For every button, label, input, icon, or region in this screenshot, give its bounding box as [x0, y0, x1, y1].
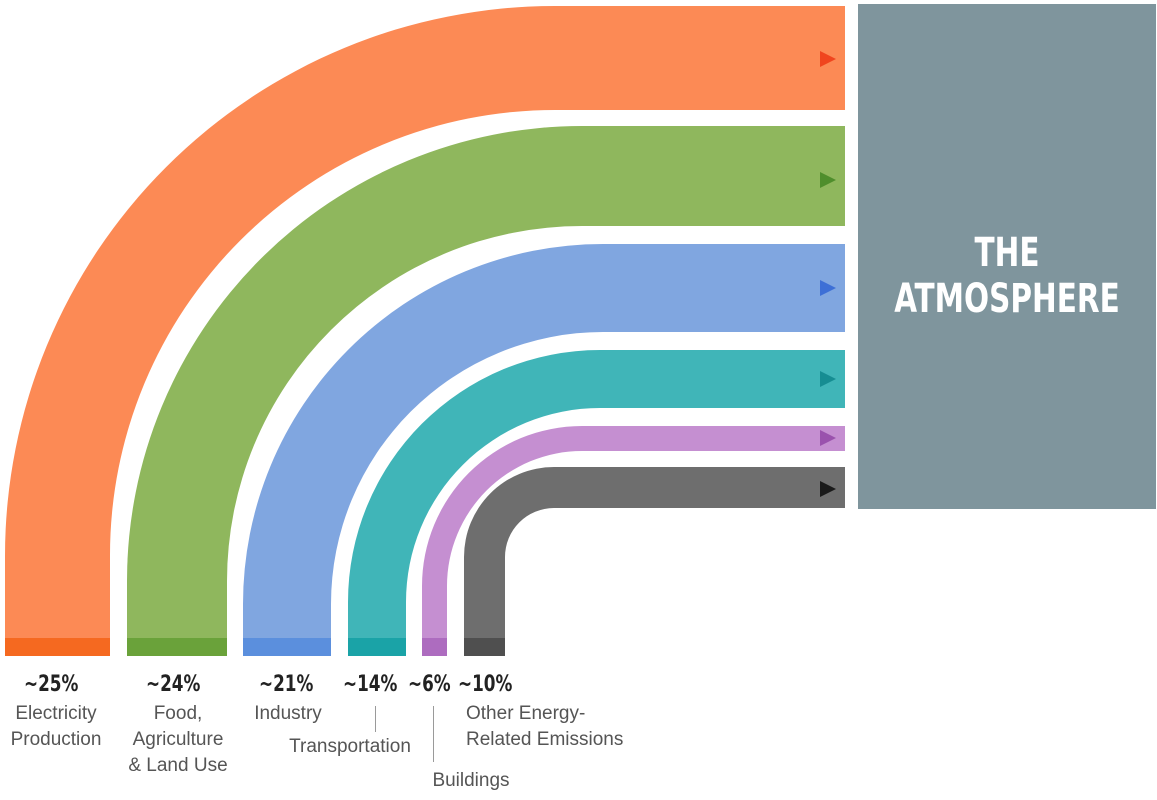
food-arrow-icon	[820, 172, 836, 188]
electricity-label: Electricity Production	[10, 703, 102, 750]
transportation-arrow-icon	[820, 371, 836, 387]
atmosphere-box	[858, 4, 1156, 509]
other-source-bar	[464, 638, 505, 656]
industry-flow-band	[243, 244, 845, 656]
food-flow-band	[127, 126, 845, 656]
buildings-label: Buildings	[432, 770, 510, 791]
transportation-source-bar	[348, 638, 406, 656]
other-label: Other Energy- Related Emissions	[466, 703, 624, 750]
food-label: Food, Agriculture & Land Use	[128, 703, 228, 776]
transportation-percent: ~14%	[343, 672, 398, 697]
transportation-flow-band	[348, 350, 845, 656]
industry-percent: ~21%	[259, 672, 314, 697]
buildings-flow-band	[422, 426, 845, 656]
transportation-leader-line	[375, 706, 376, 732]
atmosphere-label: THE ATMOSPHERE	[894, 230, 1120, 322]
food-percent: ~24%	[146, 672, 201, 697]
other-percent: ~10%	[458, 672, 513, 697]
other-flow-band	[464, 467, 845, 656]
buildings-leader-line	[433, 706, 434, 762]
industry-arrow-icon	[820, 280, 836, 296]
electricity-percent: ~25%	[24, 672, 79, 697]
industry-source-bar	[243, 638, 331, 656]
transportation-label: Transportation	[289, 736, 411, 757]
buildings-percent: ~6%	[408, 672, 451, 697]
electricity-arrow-icon	[820, 51, 836, 67]
food-source-bar	[127, 638, 227, 656]
other-arrow-icon	[820, 481, 836, 497]
electricity-flow-band	[5, 6, 845, 656]
buildings-source-bar	[422, 638, 447, 656]
industry-label: Industry	[254, 703, 322, 724]
electricity-source-bar	[5, 638, 110, 656]
buildings-arrow-icon	[820, 430, 836, 446]
